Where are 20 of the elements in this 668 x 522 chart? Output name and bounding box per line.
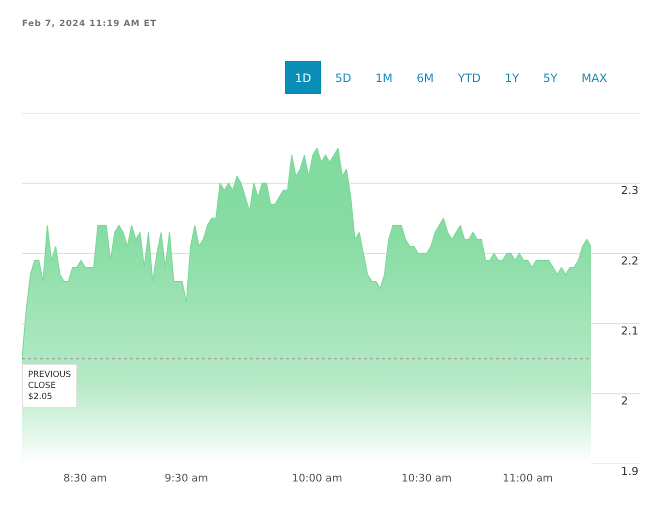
y-tick-label: 2.3 <box>621 184 638 198</box>
text: MAX <box>571 61 618 94</box>
y-tick-label: 2 <box>621 394 628 408</box>
y-tick-label: 1.9 <box>621 464 638 478</box>
x-tick-label: 8:30 am <box>63 472 108 484</box>
text: 6M <box>406 61 444 94</box>
x-tick-label: 10:00 am <box>292 472 342 484</box>
y-tick-label: 2.1 <box>621 324 638 338</box>
ref-line-label: PREVIOUS CLOSE $2.05 <box>28 370 72 402</box>
text: 5D <box>325 61 362 94</box>
text: 5Y <box>533 61 568 94</box>
y-tick-label: 2.2 <box>621 254 638 268</box>
text: 1Y <box>494 61 530 94</box>
x-tick-label: 11:00 am <box>502 472 553 484</box>
text: 1M <box>365 61 403 94</box>
x-tick-label: 9:30 am <box>164 472 208 484</box>
chart-title: Feb 7, 2024 11:19 AM ET <box>22 19 157 29</box>
x-tick-label: 10:30 am <box>401 472 452 484</box>
text: 1D <box>285 61 322 94</box>
text: YTD <box>448 61 491 94</box>
